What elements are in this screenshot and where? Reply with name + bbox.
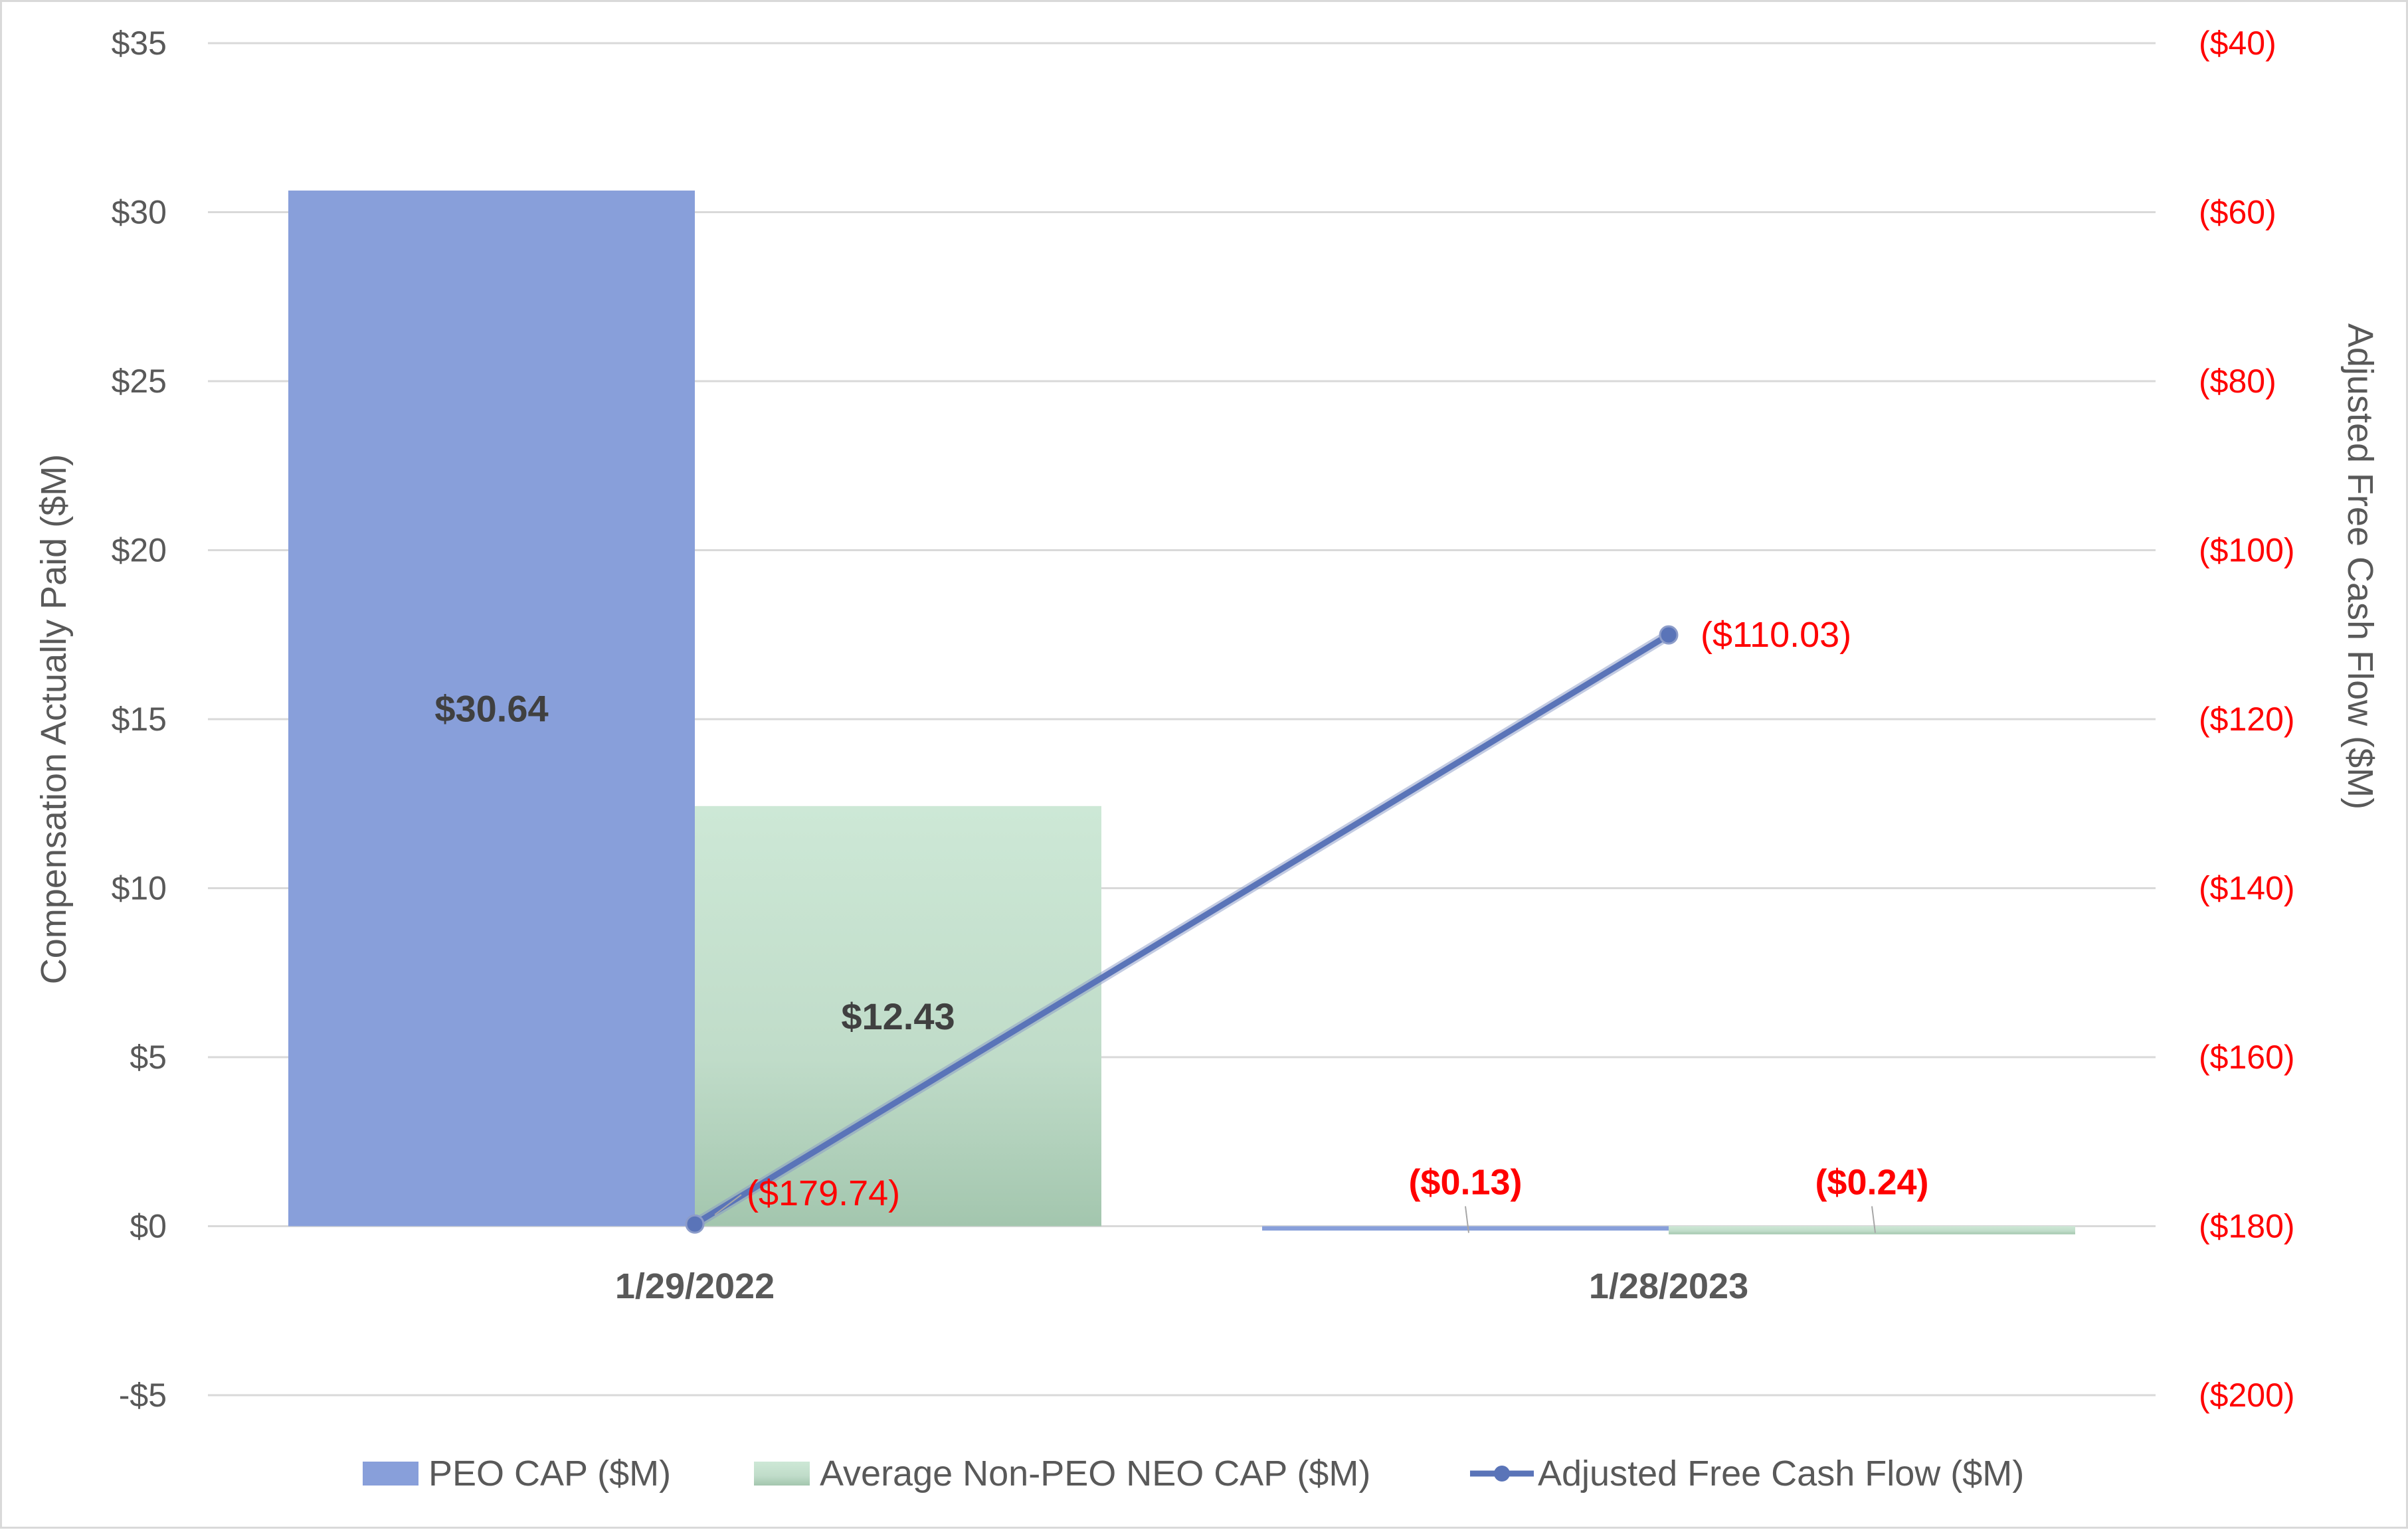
bar-data-label: $30.64 bbox=[434, 688, 548, 730]
bar-peo-cap bbox=[288, 190, 695, 1227]
right-tick-label: ($100) bbox=[2199, 532, 2295, 569]
left-tick-label: $0 bbox=[130, 1208, 167, 1245]
left-tick-label: $20 bbox=[112, 532, 167, 569]
bar-peo-cap bbox=[1262, 1226, 1669, 1231]
left-tick-label: $10 bbox=[112, 870, 167, 907]
legend-label: PEO CAP ($M) bbox=[428, 1454, 671, 1493]
right-axis-title: Adjusted Free Cash Flow ($M) bbox=[2340, 323, 2380, 809]
right-tick-label: ($120) bbox=[2199, 701, 2295, 738]
left-tick-label: $15 bbox=[112, 701, 167, 738]
left-tick-label: $5 bbox=[130, 1039, 167, 1076]
legend-swatch-peo-cap bbox=[363, 1462, 418, 1486]
category-label: 1/29/2022 bbox=[615, 1266, 775, 1306]
left-tick-label: -$5 bbox=[119, 1377, 167, 1414]
right-tick-label: ($140) bbox=[2199, 870, 2295, 907]
right-tick-label: ($200) bbox=[2199, 1377, 2295, 1414]
legend-swatch-avg-neo-cap bbox=[754, 1462, 810, 1486]
bar-avg-neo-cap bbox=[1669, 1226, 2075, 1234]
leader-line bbox=[1465, 1206, 1469, 1233]
leader-line bbox=[1871, 1206, 1876, 1233]
line-data-label: ($179.74) bbox=[747, 1173, 900, 1213]
left-tick-label: $35 bbox=[112, 25, 167, 62]
right-tick-label: ($160) bbox=[2199, 1039, 2295, 1076]
right-tick-label: ($60) bbox=[2199, 194, 2276, 231]
line-point bbox=[1659, 625, 1679, 645]
right-tick-label: ($180) bbox=[2199, 1208, 2295, 1245]
line-data-label: ($110.03) bbox=[1701, 615, 1851, 655]
right-tick-label: ($80) bbox=[2199, 363, 2276, 400]
bar-data-label: $12.43 bbox=[841, 995, 955, 1037]
left-axis-title: Compensation Actually Paid ($M) bbox=[34, 454, 74, 984]
bar-data-label: ($0.24) bbox=[1815, 1163, 1928, 1203]
right-tick-label: ($40) bbox=[2199, 25, 2276, 62]
left-tick-label: $30 bbox=[112, 194, 167, 231]
line-series-afcf bbox=[692, 632, 1672, 1227]
left-tick-label: $25 bbox=[112, 363, 167, 400]
legend-label: Adjusted Free Cash Flow ($M) bbox=[1538, 1454, 2024, 1493]
legend-marker-afcf bbox=[1494, 1466, 1510, 1482]
line-point bbox=[685, 1214, 705, 1234]
category-label: 1/28/2023 bbox=[1589, 1266, 1748, 1306]
bar-data-label: ($0.13) bbox=[1408, 1163, 1522, 1203]
legend-label: Average Non-PEO NEO CAP ($M) bbox=[820, 1454, 1370, 1493]
leader-line bbox=[714, 1194, 742, 1215]
